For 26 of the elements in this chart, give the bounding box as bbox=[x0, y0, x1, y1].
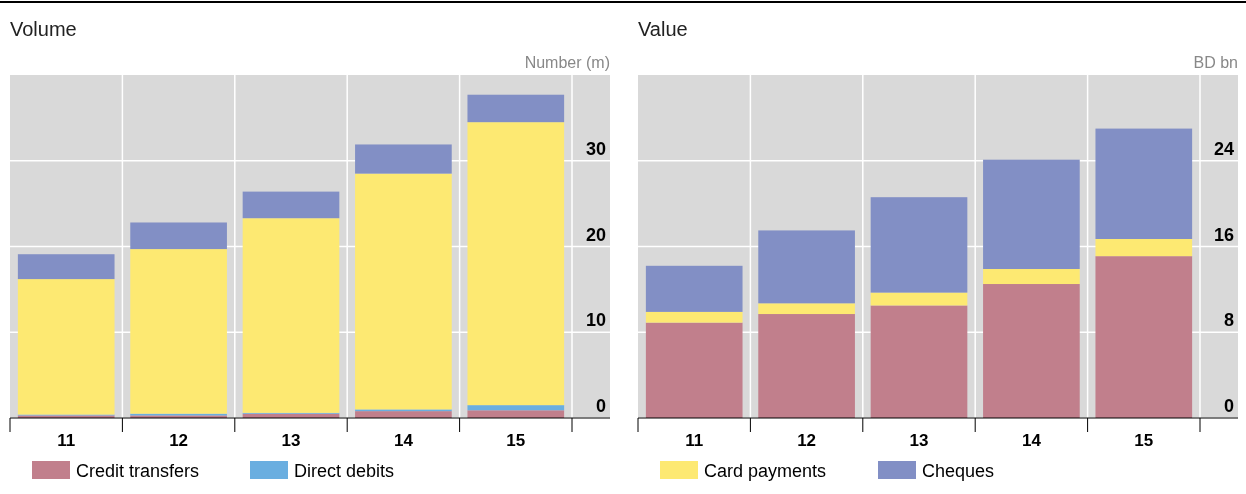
x-tick-label: 13 bbox=[909, 431, 929, 450]
legend-label: Card payments bbox=[704, 461, 827, 481]
legend-label: Direct debits bbox=[294, 461, 395, 481]
x-tick-label: 15 bbox=[506, 431, 526, 450]
x-tick-label: 14 bbox=[393, 431, 414, 450]
legend-label: Credit transfers bbox=[76, 461, 200, 481]
x-tick-label: 14 bbox=[1021, 431, 1042, 450]
x-tick-label: 11 bbox=[685, 431, 704, 450]
x-tick-label: 13 bbox=[281, 431, 301, 450]
x-tick-label: 12 bbox=[797, 431, 817, 450]
legend-label: Cheques bbox=[922, 461, 995, 481]
y-axis-title: Number (m) bbox=[524, 54, 610, 71]
x-tick-label: 11 bbox=[57, 431, 76, 450]
y-tick-label: 24 bbox=[1213, 138, 1234, 159]
chart-title: Volume bbox=[10, 18, 77, 40]
y-tick-label: 30 bbox=[585, 138, 606, 159]
y-tick-label: 8 bbox=[1223, 310, 1234, 331]
y-tick-label: 10 bbox=[585, 310, 606, 331]
y-tick-label: 0 bbox=[1223, 396, 1234, 416]
x-tick-label: 12 bbox=[169, 431, 189, 450]
x-tick-label: 15 bbox=[1134, 431, 1154, 450]
y-tick-label: 20 bbox=[585, 224, 606, 245]
y-tick-label: 16 bbox=[1213, 224, 1234, 245]
y-tick-label: 0 bbox=[595, 396, 606, 416]
chart-title: Value bbox=[638, 18, 688, 40]
y-axis-title: BD bn bbox=[1193, 54, 1238, 71]
